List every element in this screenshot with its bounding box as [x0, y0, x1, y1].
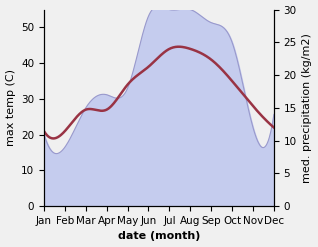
- Y-axis label: med. precipitation (kg/m2): med. precipitation (kg/m2): [302, 33, 313, 183]
- X-axis label: date (month): date (month): [118, 231, 200, 242]
- Y-axis label: max temp (C): max temp (C): [5, 69, 16, 146]
